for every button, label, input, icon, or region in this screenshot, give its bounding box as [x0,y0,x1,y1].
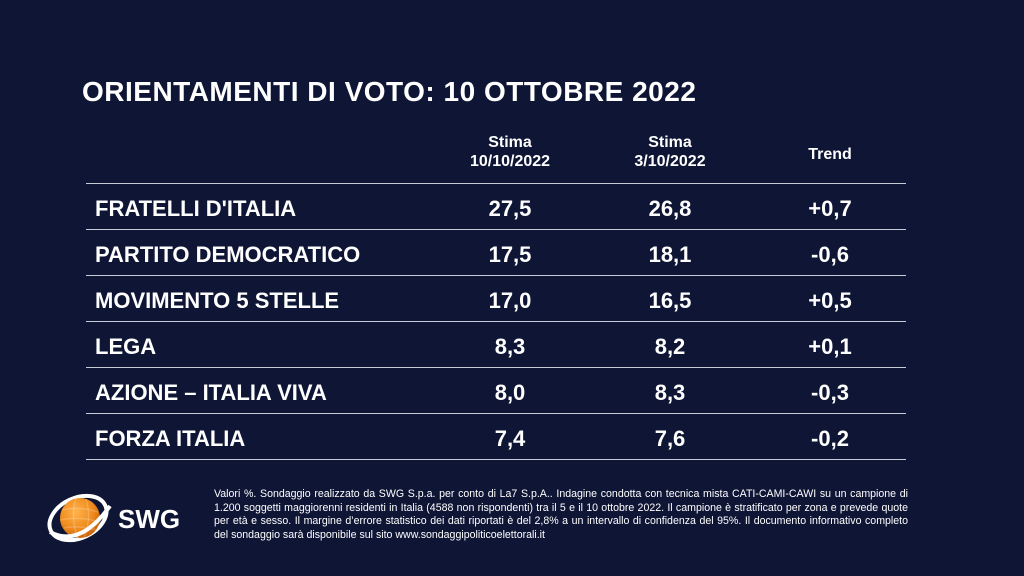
value-current: 8,0 [494,380,526,405]
column-header-line1: Stima [488,134,532,151]
value-current: 17,0 [488,288,532,313]
globe-icon [47,493,112,543]
value-current: 7,4 [494,426,526,451]
value-trend: +0,1 [808,334,852,359]
value-trend: +0,7 [808,196,852,221]
value-current: 17,5 [488,242,532,267]
column-header-stima-current: Stima 10/10/2022 [440,133,580,171]
value-previous: 7,6 [654,426,686,451]
swg-logo: SWG [47,493,180,543]
table-row: FORZA ITALIA 7,4 7,6 -0,2 [86,413,906,460]
poll-table: FRATELLI D'ITALIA 27,5 26,8 +0,7 PARTITO… [86,183,906,460]
column-header-line2: 10/10/2022 [469,153,551,170]
value-current: 8,3 [494,334,526,359]
party-name: LEGA [95,334,157,359]
value-previous: 26,8 [648,196,692,221]
value-previous: 8,3 [654,380,686,405]
value-current: 27,5 [488,196,532,221]
party-name: PARTITO DEMOCRATICO [95,242,361,267]
value-trend: -0,3 [811,380,849,405]
table-row: AZIONE – ITALIA VIVA 8,0 8,3 -0,3 [86,367,906,413]
column-header-trend: Trend [760,145,900,164]
party-name: FORZA ITALIA [95,426,246,451]
value-previous: 8,2 [654,334,686,359]
value-trend: +0,5 [808,288,852,313]
logo-text: SWG [118,504,180,534]
value-previous: 18,1 [648,242,692,267]
column-header-line1: Trend [808,146,852,163]
party-name: MOVIMENTO 5 STELLE [95,288,340,313]
table-row: PARTITO DEMOCRATICO 17,5 18,1 -0,6 [86,229,906,275]
party-name: AZIONE – ITALIA VIVA [95,380,327,405]
page-title: ORIENTAMENTI DI VOTO: 10 OTTOBRE 2022 [82,76,697,107]
methodology-note: Valori %. Sondaggio realizzato da SWG S.… [214,488,908,541]
value-previous: 16,5 [648,288,692,313]
column-header-stima-previous: Stima 3/10/2022 [600,133,740,171]
value-trend: -0,2 [811,426,849,451]
table-row: LEGA 8,3 8,2 +0,1 [86,321,906,367]
column-header-line1: Stima [648,134,692,151]
value-trend: -0,6 [811,242,849,267]
column-header-line2: 3/10/2022 [634,153,706,170]
table-row: MOVIMENTO 5 STELLE 17,0 16,5 +0,5 [86,275,906,321]
party-name: FRATELLI D'ITALIA [95,196,297,221]
table-row: FRATELLI D'ITALIA 27,5 26,8 +0,7 [86,183,906,229]
